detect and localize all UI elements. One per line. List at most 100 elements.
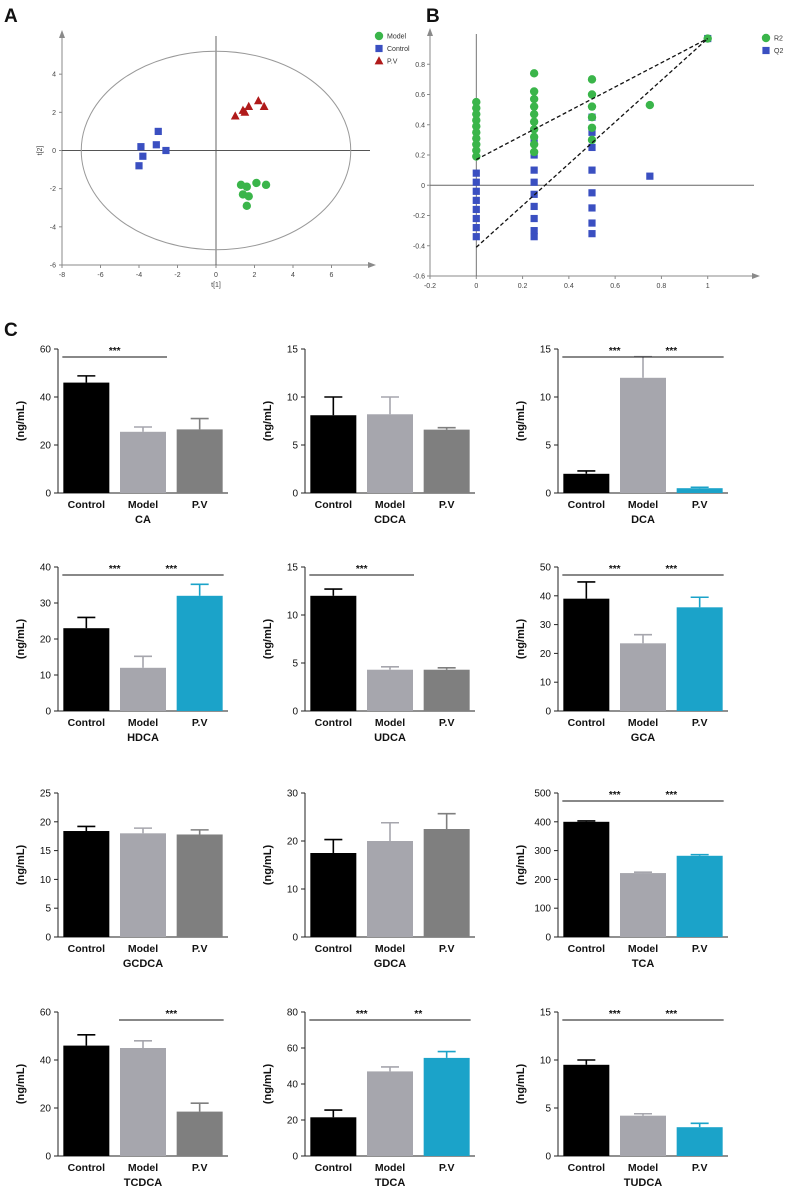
b-point-q2 xyxy=(530,214,538,223)
y-tick-label: 10 xyxy=(287,611,299,622)
chart-title: TDCA xyxy=(375,1177,406,1187)
a-y-axis-label: t[2] xyxy=(37,146,44,156)
y-tick-label: 400 xyxy=(534,817,551,828)
bar-chart-gca: 0 10 20 30 40 50 (ng/mL) Control Model P.V GCA *** *… xyxy=(515,563,728,744)
b-point-r2 xyxy=(472,122,481,131)
chart-title: TCA xyxy=(632,958,655,970)
bar-model xyxy=(620,873,666,937)
a-x-tick-label: 2 xyxy=(253,272,257,279)
b-point-q2 xyxy=(588,204,596,212)
b-y-tick-label: 0 xyxy=(421,183,425,190)
chart-title: CDCA xyxy=(374,514,406,526)
b-point-q2 xyxy=(472,214,480,223)
y-tick-label: 300 xyxy=(534,846,551,857)
y-tick-label: 5 xyxy=(292,441,298,452)
bar-model xyxy=(120,1048,166,1156)
category-label: Control xyxy=(568,717,605,729)
b-x-tick-label: 0.2 xyxy=(518,283,528,290)
b-point-r2 xyxy=(529,109,539,119)
bar-chart-hdca: 0 10 20 30 40 (ng/mL) Control Model P.V HDCA *** **… xyxy=(15,563,228,744)
y-axis-label: (ng/mL) xyxy=(15,845,27,886)
category-label: P.V xyxy=(692,717,708,729)
b-point-r2 xyxy=(529,147,539,157)
b-point-r2 xyxy=(472,140,481,149)
y-tick-label: 10 xyxy=(540,678,552,689)
y-tick-label: 0 xyxy=(292,933,298,944)
category-label: Model xyxy=(628,943,658,955)
bar-control xyxy=(563,598,610,711)
a-point-model xyxy=(261,180,271,190)
bar-pv xyxy=(676,607,723,711)
chart-title: TCDCA xyxy=(124,1177,163,1187)
b-point-r2 xyxy=(529,69,539,78)
category-label: Control xyxy=(568,1162,605,1174)
b-x-tick-label: 0.6 xyxy=(610,283,620,290)
a-legend-marker-1 xyxy=(375,44,383,53)
bar-pv xyxy=(423,429,470,493)
permutation-test-plot: -0.2 0 0.2 0.4 0.6 0.8 1 -0.6 -0.4 -0.2 0 0.2 0.4 0.6… xyxy=(413,28,783,290)
category-label: Model xyxy=(375,1162,405,1174)
b-point-r2 xyxy=(645,100,655,110)
bar-chart-ca: 0 20 40 60 (ng/mL) Control Model P.V CA *** xyxy=(15,345,228,526)
b-y-tick-label: 0.2 xyxy=(415,153,425,160)
bar-pv xyxy=(676,855,723,937)
y-tick-label: 5 xyxy=(545,1104,551,1115)
y-tick-label: 10 xyxy=(540,1056,552,1067)
significance-label: *** xyxy=(109,346,121,357)
a-point-pv xyxy=(259,101,269,111)
bar-pv xyxy=(676,488,723,493)
category-label: P.V xyxy=(192,717,208,729)
a-legend-label-0: Model xyxy=(387,34,407,41)
a-y-tick-label: 2 xyxy=(52,110,56,117)
y-tick-label: 0 xyxy=(292,1152,298,1163)
a-x-axis-label: t[1] xyxy=(211,282,221,289)
b-point-q2 xyxy=(530,227,538,235)
y-tick-label: 20 xyxy=(40,1104,52,1115)
y-tick-label: 200 xyxy=(534,875,551,886)
a-y-tick-label: -6 xyxy=(50,263,56,270)
y-tick-label: 40 xyxy=(40,393,52,404)
y-axis-label: (ng/mL) xyxy=(262,401,274,442)
bar-control xyxy=(63,628,110,711)
b-y-tick-label: 0.4 xyxy=(415,122,425,129)
significance-label: *** xyxy=(109,564,121,575)
bar-control xyxy=(310,595,357,711)
y-tick-label: 5 xyxy=(545,441,551,452)
y-tick-label: 0 xyxy=(292,707,298,718)
y-tick-label: 40 xyxy=(540,591,552,602)
panel-label-a: A xyxy=(4,6,18,27)
y-tick-label: 20 xyxy=(287,837,299,848)
category-label: Model xyxy=(128,1162,158,1174)
b-point-r2 xyxy=(587,102,597,111)
b-y-tick-label: 0.8 xyxy=(415,62,425,69)
b-y-axis-arrow xyxy=(427,28,433,36)
y-tick-label: 20 xyxy=(40,817,52,828)
y-tick-label: 0 xyxy=(545,1152,551,1163)
bar-model xyxy=(367,669,413,711)
y-tick-label: 0 xyxy=(45,933,51,944)
b-point-q2 xyxy=(588,143,596,152)
bar-model xyxy=(120,431,166,493)
bar-pv xyxy=(423,669,470,711)
a-point-pv xyxy=(230,111,240,120)
b-legend-marker-1 xyxy=(762,46,770,55)
b-point-r2 xyxy=(472,116,481,125)
category-label: Model xyxy=(128,943,158,955)
bar-pv xyxy=(176,1111,223,1156)
b-point-q2 xyxy=(472,196,480,204)
a-point-control xyxy=(139,152,147,160)
a-x-tick-label: -8 xyxy=(59,272,65,279)
chart-title: TUDCA xyxy=(624,1177,663,1187)
bar-control xyxy=(310,853,357,937)
b-point-q2 xyxy=(472,169,480,177)
significance-label: *** xyxy=(609,1009,621,1020)
y-tick-label: 30 xyxy=(287,789,299,800)
a-legend-marker-0 xyxy=(374,31,384,41)
a-legend-marker-2 xyxy=(374,56,384,65)
a-point-control xyxy=(137,143,145,151)
category-label: P.V xyxy=(439,1162,455,1174)
bar-pv xyxy=(176,834,223,937)
b-point-r2 xyxy=(472,146,481,155)
category-label: Model xyxy=(628,717,658,729)
